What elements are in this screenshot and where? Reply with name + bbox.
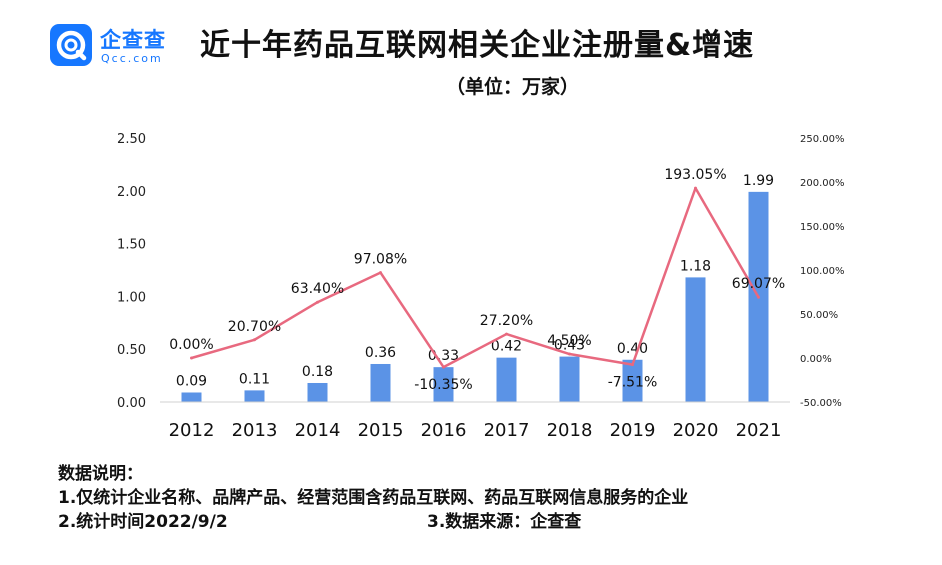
bar-2017: [496, 357, 517, 402]
logo-subtext: Qcc.com: [101, 52, 163, 65]
growth-value-label: 20.70%: [228, 319, 281, 335]
growth-value-label: 97.08%: [354, 252, 407, 268]
x-tick-label: 2015: [358, 420, 404, 441]
bar-value-label: 0.11: [239, 371, 270, 387]
growth-point: [379, 271, 382, 275]
bar-2016: [433, 367, 454, 402]
growth-value-label: 69.07%: [732, 276, 785, 292]
growth-point: [442, 365, 445, 369]
y-left-tick-label: 0.50: [117, 343, 146, 358]
y-right-tick-label: 150.00%: [800, 222, 845, 233]
growth-value-label: 63.40%: [291, 281, 344, 297]
growth-point: [190, 356, 193, 360]
notes-item-2: 2.统计时间2022/9/2: [58, 512, 228, 532]
bar-2012: [181, 392, 202, 402]
bar-value-label: 0.43: [554, 338, 585, 354]
x-tick-label: 2019: [610, 420, 656, 441]
bar-2019: [622, 359, 643, 402]
x-tick-label: 2012: [169, 420, 215, 441]
combo-chart: 0.09 0.11 0.18 0.36 0.33 0.42 0.43 0.40 1.18 1.99…: [117, 132, 845, 441]
bar-2015: [370, 363, 391, 402]
x-tick-label: 2021: [736, 420, 782, 441]
y-left-tick-label: 2.50: [117, 132, 146, 147]
y-left-tick-label: 1.00: [117, 290, 146, 305]
growth-line: [191, 186, 760, 369]
logo-text: 企查查: [100, 28, 166, 52]
x-tick-label: 2017: [484, 420, 530, 441]
y-left-tick-label: 0.00: [117, 396, 146, 411]
bar-value-label: 0.09: [176, 373, 207, 389]
growth-value-label: 0.00%: [169, 337, 213, 353]
y-left-tick-label: 1.50: [117, 238, 146, 253]
y-right-tick-label: -50.00%: [800, 398, 842, 409]
qcc-logo-icon: [50, 24, 92, 66]
growth-value-label: -10.35%: [414, 377, 472, 393]
bar-value-label: 0.33: [428, 348, 459, 364]
growth-point: [568, 352, 571, 356]
chart-title: 近十年药品互联网相关企业注册量&增速: [200, 28, 755, 63]
growth-value-label: -7.51%: [608, 375, 658, 391]
growth-value-label: 4.50%: [547, 333, 591, 349]
growth-point: [253, 338, 256, 342]
qcc-logo: 企查查 Qcc.com: [50, 22, 180, 72]
bar-2020: [685, 277, 706, 402]
data-notes: 数据说明： 1.仅统计企业名称、品牌产品、经营范围含药品互联网、药品互联网信息服…: [58, 462, 688, 534]
x-tick-label: 2013: [232, 420, 278, 441]
y-right-tick-label: 200.00%: [800, 178, 845, 189]
x-tick-label: 2016: [421, 420, 467, 441]
bar-value-label: 1.18: [680, 258, 711, 274]
bar-2018: [559, 356, 580, 402]
x-tick-label: 2018: [547, 420, 593, 441]
bar-2013: [244, 390, 265, 402]
bar-value-label: 0.18: [302, 364, 333, 380]
y-right-tick-label: 50.00%: [800, 310, 838, 321]
x-tick-label: 2020: [673, 420, 719, 441]
y-right-tick-label: 250.00%: [800, 134, 845, 145]
growth-point: [757, 295, 760, 299]
bar-value-label: 0.40: [617, 341, 648, 357]
growth-point: [505, 332, 508, 336]
bar-value-label: 1.99: [743, 173, 774, 189]
bar-value-label: 0.42: [491, 339, 522, 355]
y-left-tick-label: 2.00: [117, 185, 146, 200]
growth-point: [316, 300, 319, 304]
bar-2014: [307, 382, 328, 402]
growth-point: [631, 363, 634, 367]
notes-heading: 数据说明：: [58, 464, 143, 484]
growth-value-label: 27.20%: [480, 313, 533, 329]
bar-value-label: 0.36: [365, 345, 396, 361]
growth-point: [694, 186, 697, 190]
notes-item-3: 3.数据来源：企查查: [427, 512, 582, 532]
chart-subtitle: （单位：万家）: [446, 76, 580, 98]
notes-item-1: 1.仅统计企业名称、品牌产品、经营范围含药品互联网、药品互联网信息服务的企业: [58, 488, 689, 508]
y-right-tick-label: 100.00%: [800, 266, 845, 277]
x-tick-label: 2014: [295, 420, 341, 441]
y-right-tick-label: 0.00%: [800, 354, 832, 365]
growth-value-label: 193.05%: [664, 167, 726, 183]
